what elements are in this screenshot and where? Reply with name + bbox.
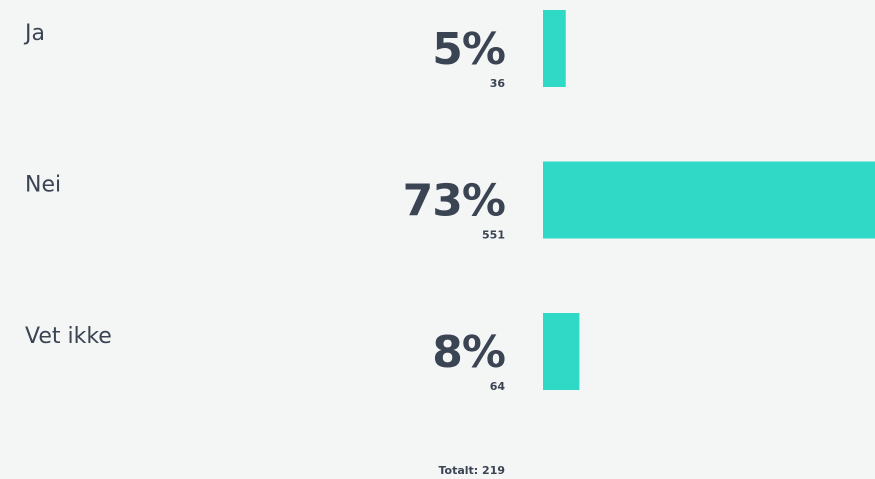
- category-label: Nei: [25, 173, 61, 198]
- count-label: 551: [482, 229, 505, 242]
- category-label: Ja: [23, 21, 45, 46]
- count-label: 36: [490, 77, 506, 90]
- value-label: 8%: [432, 327, 505, 378]
- bar: [543, 10, 566, 87]
- count-label: 64: [490, 380, 506, 393]
- value-label: 5%: [432, 24, 505, 75]
- bar: [543, 161, 875, 239]
- value-label: 73%: [403, 176, 505, 227]
- category-label: Vet ikke: [25, 324, 112, 349]
- bar: [543, 313, 580, 390]
- total-label: Totalt: 219: [439, 464, 506, 477]
